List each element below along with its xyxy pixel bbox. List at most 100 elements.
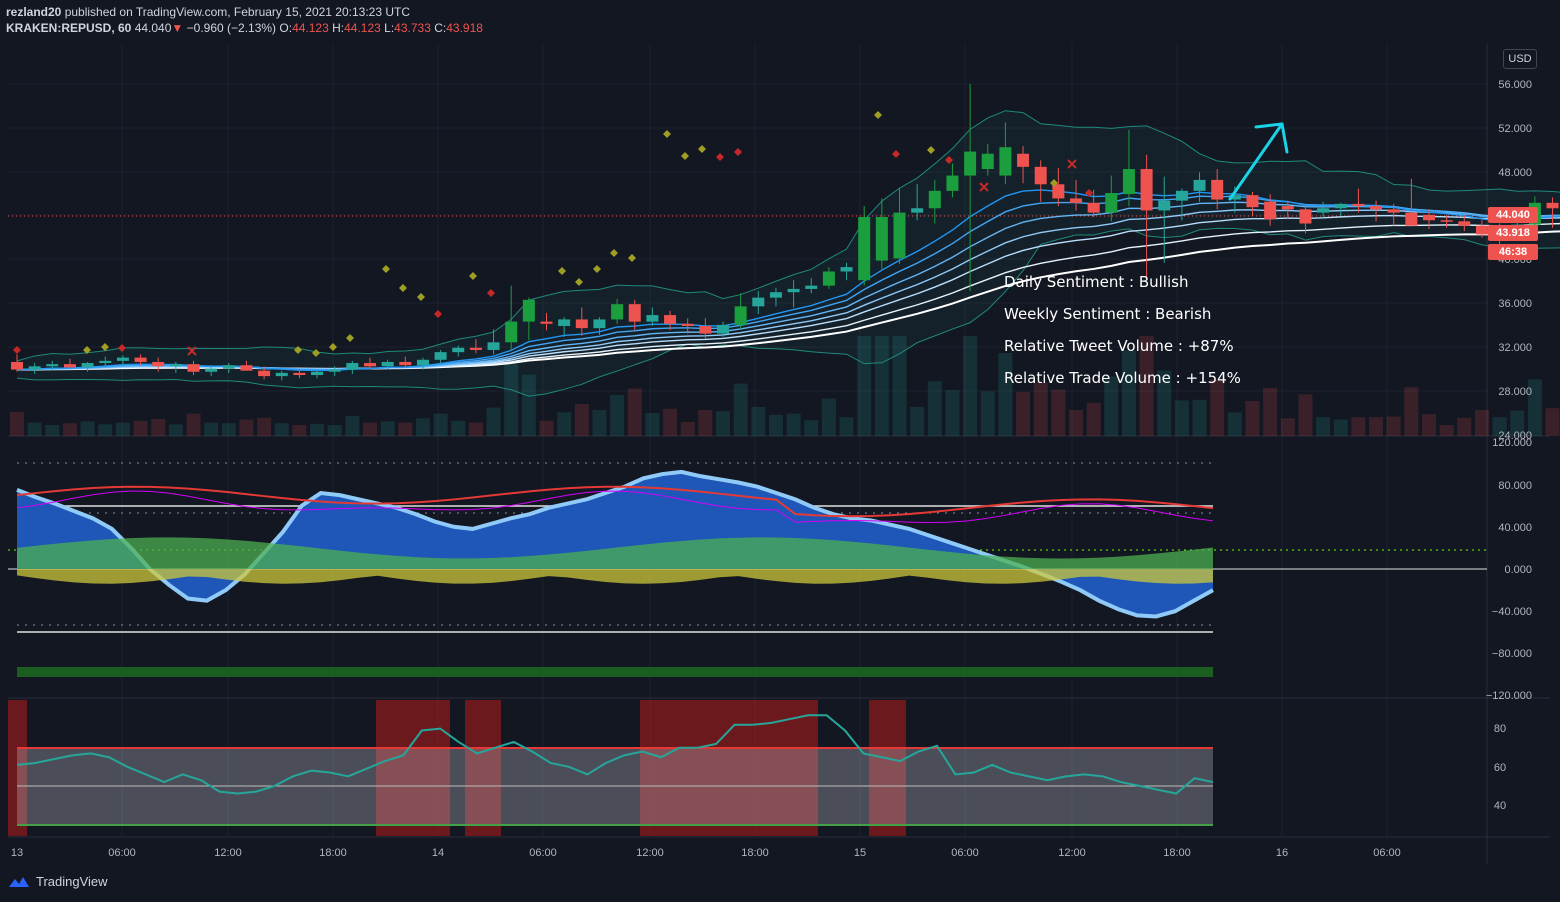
sell-zone [483, 700, 501, 836]
volume-bar [363, 422, 377, 436]
candle-body [1140, 169, 1153, 211]
pane-separators [8, 44, 1550, 864]
rsi-pane [8, 700, 1214, 836]
volume-bar [345, 416, 360, 436]
candle-body [116, 357, 129, 361]
signal-diamond [698, 145, 706, 153]
sell-zone [465, 700, 483, 836]
volume-bar [1422, 414, 1436, 436]
signal-diamond [399, 284, 407, 292]
candle-body [1193, 179, 1206, 191]
volume-bar [221, 423, 236, 436]
candle-body [1211, 179, 1224, 200]
candle-body [787, 288, 800, 293]
candle-body [1105, 193, 1118, 213]
volume-bar [980, 391, 995, 436]
countdown-tag: 46:38 [1488, 244, 1538, 260]
volume-bar [151, 419, 166, 436]
volume-bar [1439, 425, 1454, 436]
volume-bar [892, 336, 907, 436]
time-axis-label: 15 [854, 847, 866, 859]
candle-body [28, 366, 41, 370]
published-text: published on TradingView.com, February 1… [61, 5, 411, 19]
candle-body [911, 208, 924, 213]
candle-body [540, 321, 553, 324]
candle-body [805, 285, 818, 289]
price-axis-label: 32.000 [1498, 342, 1532, 354]
tradingview-branding[interactable]: TradingView [8, 874, 108, 889]
volume-bar [186, 413, 201, 436]
time-axis-label: 18:00 [1163, 847, 1191, 859]
volume-bar [62, 423, 77, 436]
candle-body [1246, 195, 1259, 208]
osc-green-area [17, 537, 1213, 569]
volume-bar [839, 417, 854, 436]
osc-axis-label: −120.000 [1486, 690, 1532, 702]
volume-bar [168, 424, 183, 436]
author-name[interactable]: rezland20 [6, 5, 62, 19]
volume-bar [398, 422, 413, 436]
candle-body [558, 319, 571, 326]
osc-axis-label: 80.000 [1498, 480, 1532, 492]
brand-name: TradingView [36, 874, 108, 889]
candle-body [1405, 212, 1418, 226]
volume-bar [1457, 417, 1472, 436]
candle-body [1281, 206, 1294, 210]
signal-diamond [101, 343, 109, 351]
volume-bar [610, 395, 625, 436]
volume-bar [521, 374, 536, 436]
volume-bar [698, 410, 713, 436]
candle-body [240, 365, 253, 371]
candle-body [928, 190, 941, 209]
candle-body [434, 352, 447, 360]
volume-bar [1051, 389, 1066, 436]
signal-diamond [663, 130, 671, 138]
volume-bar [557, 412, 572, 436]
volume-bar [927, 381, 942, 436]
candle-body [1264, 201, 1277, 220]
volume-bar [1016, 392, 1031, 436]
time-axis-label: 13 [11, 847, 23, 859]
tweet-volume: Relative Tweet Volume : +87% [1004, 337, 1234, 355]
volume-bar [504, 364, 519, 436]
volume-bar [998, 353, 1013, 436]
volume-bar [1033, 382, 1048, 436]
candle-body [1158, 200, 1171, 211]
signal-markers [13, 111, 1093, 357]
volume-bar [963, 336, 978, 436]
volume-bar [10, 411, 24, 436]
volume-bar [292, 425, 307, 436]
low-label: L: [384, 21, 395, 35]
candle-body [275, 372, 288, 377]
symbol-label[interactable]: KRAKEN:REPUSD, 60 [6, 21, 132, 35]
bollinger-bands [16, 110, 1560, 397]
volume-bar [1192, 399, 1207, 436]
volume-bar [433, 413, 448, 436]
price-axis-label: 52.000 [1498, 123, 1532, 135]
candle-body [575, 319, 588, 329]
volume-bar [327, 425, 342, 436]
currency-button[interactable]: USD [1503, 49, 1537, 69]
candle-body [364, 363, 376, 367]
volume-bar [1280, 418, 1295, 436]
volume-bar [310, 423, 325, 436]
candle-body [1458, 221, 1471, 226]
volume-bar [239, 419, 254, 436]
volume-bar [486, 407, 501, 436]
candle-body [1317, 208, 1330, 213]
volume-bar [1333, 419, 1348, 436]
volume-bar [804, 420, 819, 436]
candle-body [99, 360, 112, 364]
volume-bar [80, 421, 95, 436]
signal-diamond [417, 293, 425, 301]
candle-body [522, 299, 535, 322]
candle-body [346, 363, 359, 370]
candle-body [1423, 214, 1435, 221]
volume-bar [204, 422, 219, 436]
signal-diamond [469, 272, 477, 280]
volume-bar [539, 420, 554, 436]
candle-body [63, 364, 76, 368]
candle-body [1334, 203, 1347, 209]
publisher-line: rezland20 published on TradingView.com, … [6, 4, 483, 20]
